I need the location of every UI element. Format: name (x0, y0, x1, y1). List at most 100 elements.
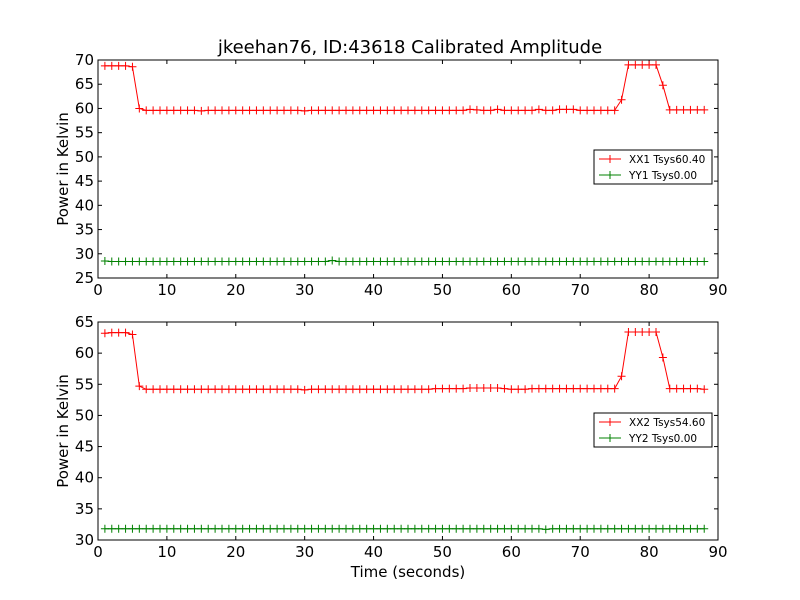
data-point-marker (576, 384, 585, 393)
data-point-marker (114, 257, 123, 266)
data-point-marker (238, 385, 247, 394)
data-point-marker (355, 385, 364, 394)
data-point-marker (286, 385, 295, 394)
data-point-marker (486, 384, 495, 393)
data-point-marker (307, 385, 316, 394)
data-point-marker (631, 327, 640, 336)
data-point-marker (280, 385, 288, 394)
data-point-marker (273, 524, 282, 533)
data-point-marker (541, 106, 550, 115)
data-point-marker (314, 106, 323, 115)
data-point-marker (404, 385, 412, 394)
data-point-marker (424, 257, 433, 266)
data-point-marker (445, 384, 454, 393)
data-point-marker (507, 524, 516, 533)
plots-group: 0 10 20 30 40 50 60 70 80 90 25 30 35 40 45 50 55 60 65 70 P… (54, 51, 728, 581)
data-point-marker (445, 257, 454, 266)
data-point-marker (521, 385, 530, 394)
data-point-marker (156, 524, 164, 533)
data-point-marker (417, 106, 426, 115)
data-point-marker (162, 385, 171, 394)
data-point-marker (686, 524, 695, 533)
data-point-marker (624, 60, 633, 69)
y-tick-label: 45 (75, 438, 94, 456)
data-point-marker (286, 524, 295, 533)
data-point-marker (693, 105, 702, 114)
data-point-marker (211, 524, 220, 533)
x-tick-label: 0 (93, 281, 103, 299)
legend-label: YY2 Tsys0.00 (628, 433, 697, 445)
data-point-marker (321, 524, 330, 533)
data-point-marker (335, 524, 344, 533)
data-point-marker (266, 257, 275, 266)
subplot-1: 0 10 20 30 40 50 60 70 80 90 25 30 35 40 45 50 55 60 65 70 P… (54, 51, 728, 299)
data-point-marker (190, 385, 199, 394)
data-point-marker (610, 524, 619, 533)
data-point-marker (204, 106, 213, 115)
data-point-marker (479, 257, 488, 266)
data-point-marker (438, 524, 447, 533)
data-point-marker (100, 329, 109, 338)
data-point-marker (410, 524, 419, 533)
legend: XX2 Tsys54.60 YY2 Tsys0.00 (593, 412, 713, 448)
data-point-marker (507, 257, 516, 266)
data-point-marker (459, 384, 468, 393)
legend-entry: XX2 Tsys54.60 (599, 417, 705, 429)
data-point-marker (658, 524, 667, 533)
data-point-marker (493, 257, 502, 266)
data-point-marker (658, 81, 667, 90)
data-point-marker (404, 524, 412, 533)
data-point-marker (328, 256, 337, 265)
data-point-marker (218, 524, 226, 533)
data-point-marker (417, 385, 426, 394)
data-point-marker (176, 106, 185, 115)
data-point-marker (273, 106, 282, 115)
data-point-marker (204, 257, 213, 266)
chart-title: jkeehan76, ID:43618 Calibrated Amplitude (217, 37, 602, 58)
data-point-marker (486, 524, 495, 533)
data-point-marker (149, 257, 158, 266)
data-point-marker (672, 524, 681, 533)
data-point-marker (397, 257, 406, 266)
series-xx2 (100, 327, 709, 394)
x-tick-label: 30 (295, 543, 314, 561)
data-point-marker (500, 524, 509, 533)
y-tick-label: 65 (75, 313, 94, 331)
data-point-marker (583, 257, 592, 266)
data-point-marker (238, 106, 247, 115)
data-point-marker (107, 61, 116, 70)
data-point-marker (528, 384, 536, 393)
data-point-marker (541, 384, 550, 393)
data-point-marker (665, 105, 674, 114)
data-point-marker (128, 330, 137, 339)
data-point-marker (328, 385, 337, 394)
x-tick-label: 10 (157, 281, 176, 299)
data-point-marker (445, 524, 454, 533)
data-point-marker (404, 257, 412, 266)
data-point-marker (631, 524, 640, 533)
data-point-marker (562, 257, 571, 266)
data-point-marker (452, 524, 461, 533)
data-point-marker (190, 106, 199, 115)
data-point-marker (521, 257, 530, 266)
data-point-marker (390, 257, 399, 266)
data-point-marker (624, 524, 633, 533)
data-point-marker (652, 60, 660, 69)
x-tick-label: 70 (571, 281, 590, 299)
data-point-marker (376, 106, 385, 115)
data-point-marker (224, 385, 233, 394)
data-point-marker (383, 257, 392, 266)
data-point-marker (114, 61, 123, 70)
data-point-marker (286, 257, 295, 266)
data-point-marker (252, 257, 261, 266)
data-point-marker (548, 524, 557, 533)
data-point-marker (280, 106, 288, 115)
data-point-marker (500, 257, 509, 266)
x-tick-label: 20 (226, 543, 245, 561)
data-point-marker (142, 106, 151, 115)
data-point-marker (149, 106, 158, 115)
data-point-marker (121, 328, 130, 337)
data-point-marker (652, 257, 660, 266)
axes-frame (97, 59, 719, 279)
